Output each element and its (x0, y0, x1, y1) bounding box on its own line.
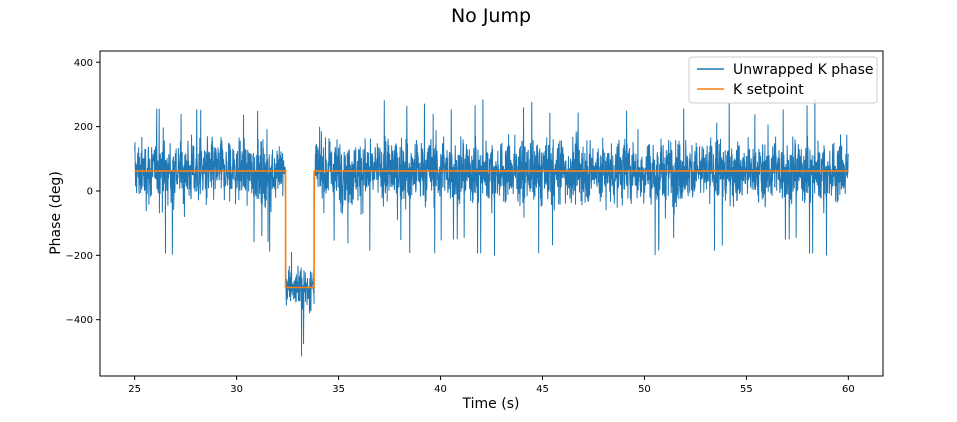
y-tick-label: −200 (66, 251, 93, 262)
x-axis: 25 30 35 40 45 50 55 60 (128, 376, 855, 395)
x-tick-label: 35 (332, 384, 345, 395)
x-tick-label: 25 (128, 384, 141, 395)
legend-box (688, 56, 878, 104)
y-tick-label: 200 (74, 122, 93, 133)
chart-title: No Jump (451, 5, 531, 27)
y-tick-label: −400 (66, 315, 93, 326)
x-tick-label: 40 (434, 384, 447, 395)
x-tick-label: 60 (842, 384, 855, 395)
x-tick-label: 50 (638, 384, 651, 395)
plot-area (134, 99, 849, 357)
legend: Unwrapped K phase K setpoint (688, 56, 878, 104)
y-axis: 400 200 0 −200 −400 (66, 58, 100, 326)
y-tick-label: 400 (74, 58, 93, 69)
legend-label-k-setpoint: K setpoint (733, 82, 804, 98)
signal-trace (134, 99, 849, 357)
series-unwrapped-k-phase (134, 99, 849, 357)
x-tick-label: 45 (536, 384, 549, 395)
x-axis-label: Time (s) (462, 396, 520, 412)
x-tick-label: 30 (230, 384, 243, 395)
y-axis-label: Phase (deg) (48, 171, 64, 255)
y-tick-label: 0 (87, 186, 93, 197)
legend-label-unwrapped-k-phase: Unwrapped K phase (733, 62, 874, 78)
x-tick-label: 55 (740, 384, 753, 395)
plot-frame (99, 50, 884, 377)
series-k-setpoint-line (134, 170, 849, 289)
